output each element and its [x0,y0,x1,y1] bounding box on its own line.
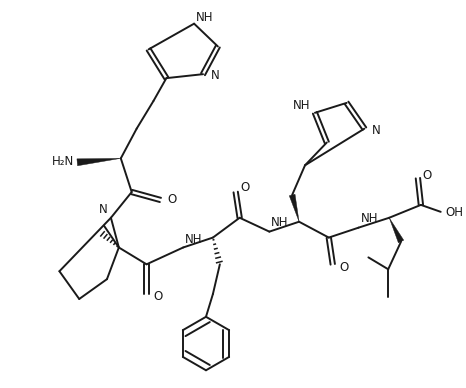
Polygon shape [389,218,404,243]
Polygon shape [77,158,121,166]
Text: N: N [372,124,381,137]
Text: NH: NH [293,99,310,113]
Text: O: O [167,194,177,206]
Text: N: N [211,69,219,81]
Text: O: O [240,180,250,194]
Text: H₂N: H₂N [52,155,74,168]
Text: OH: OH [445,206,464,219]
Text: NH: NH [196,11,213,24]
Polygon shape [289,194,299,222]
Text: NH: NH [185,233,203,246]
Text: O: O [153,291,163,303]
Text: O: O [340,261,349,274]
Text: NH: NH [271,216,289,229]
Text: NH: NH [361,212,378,225]
Text: N: N [99,203,108,217]
Text: O: O [423,169,432,182]
